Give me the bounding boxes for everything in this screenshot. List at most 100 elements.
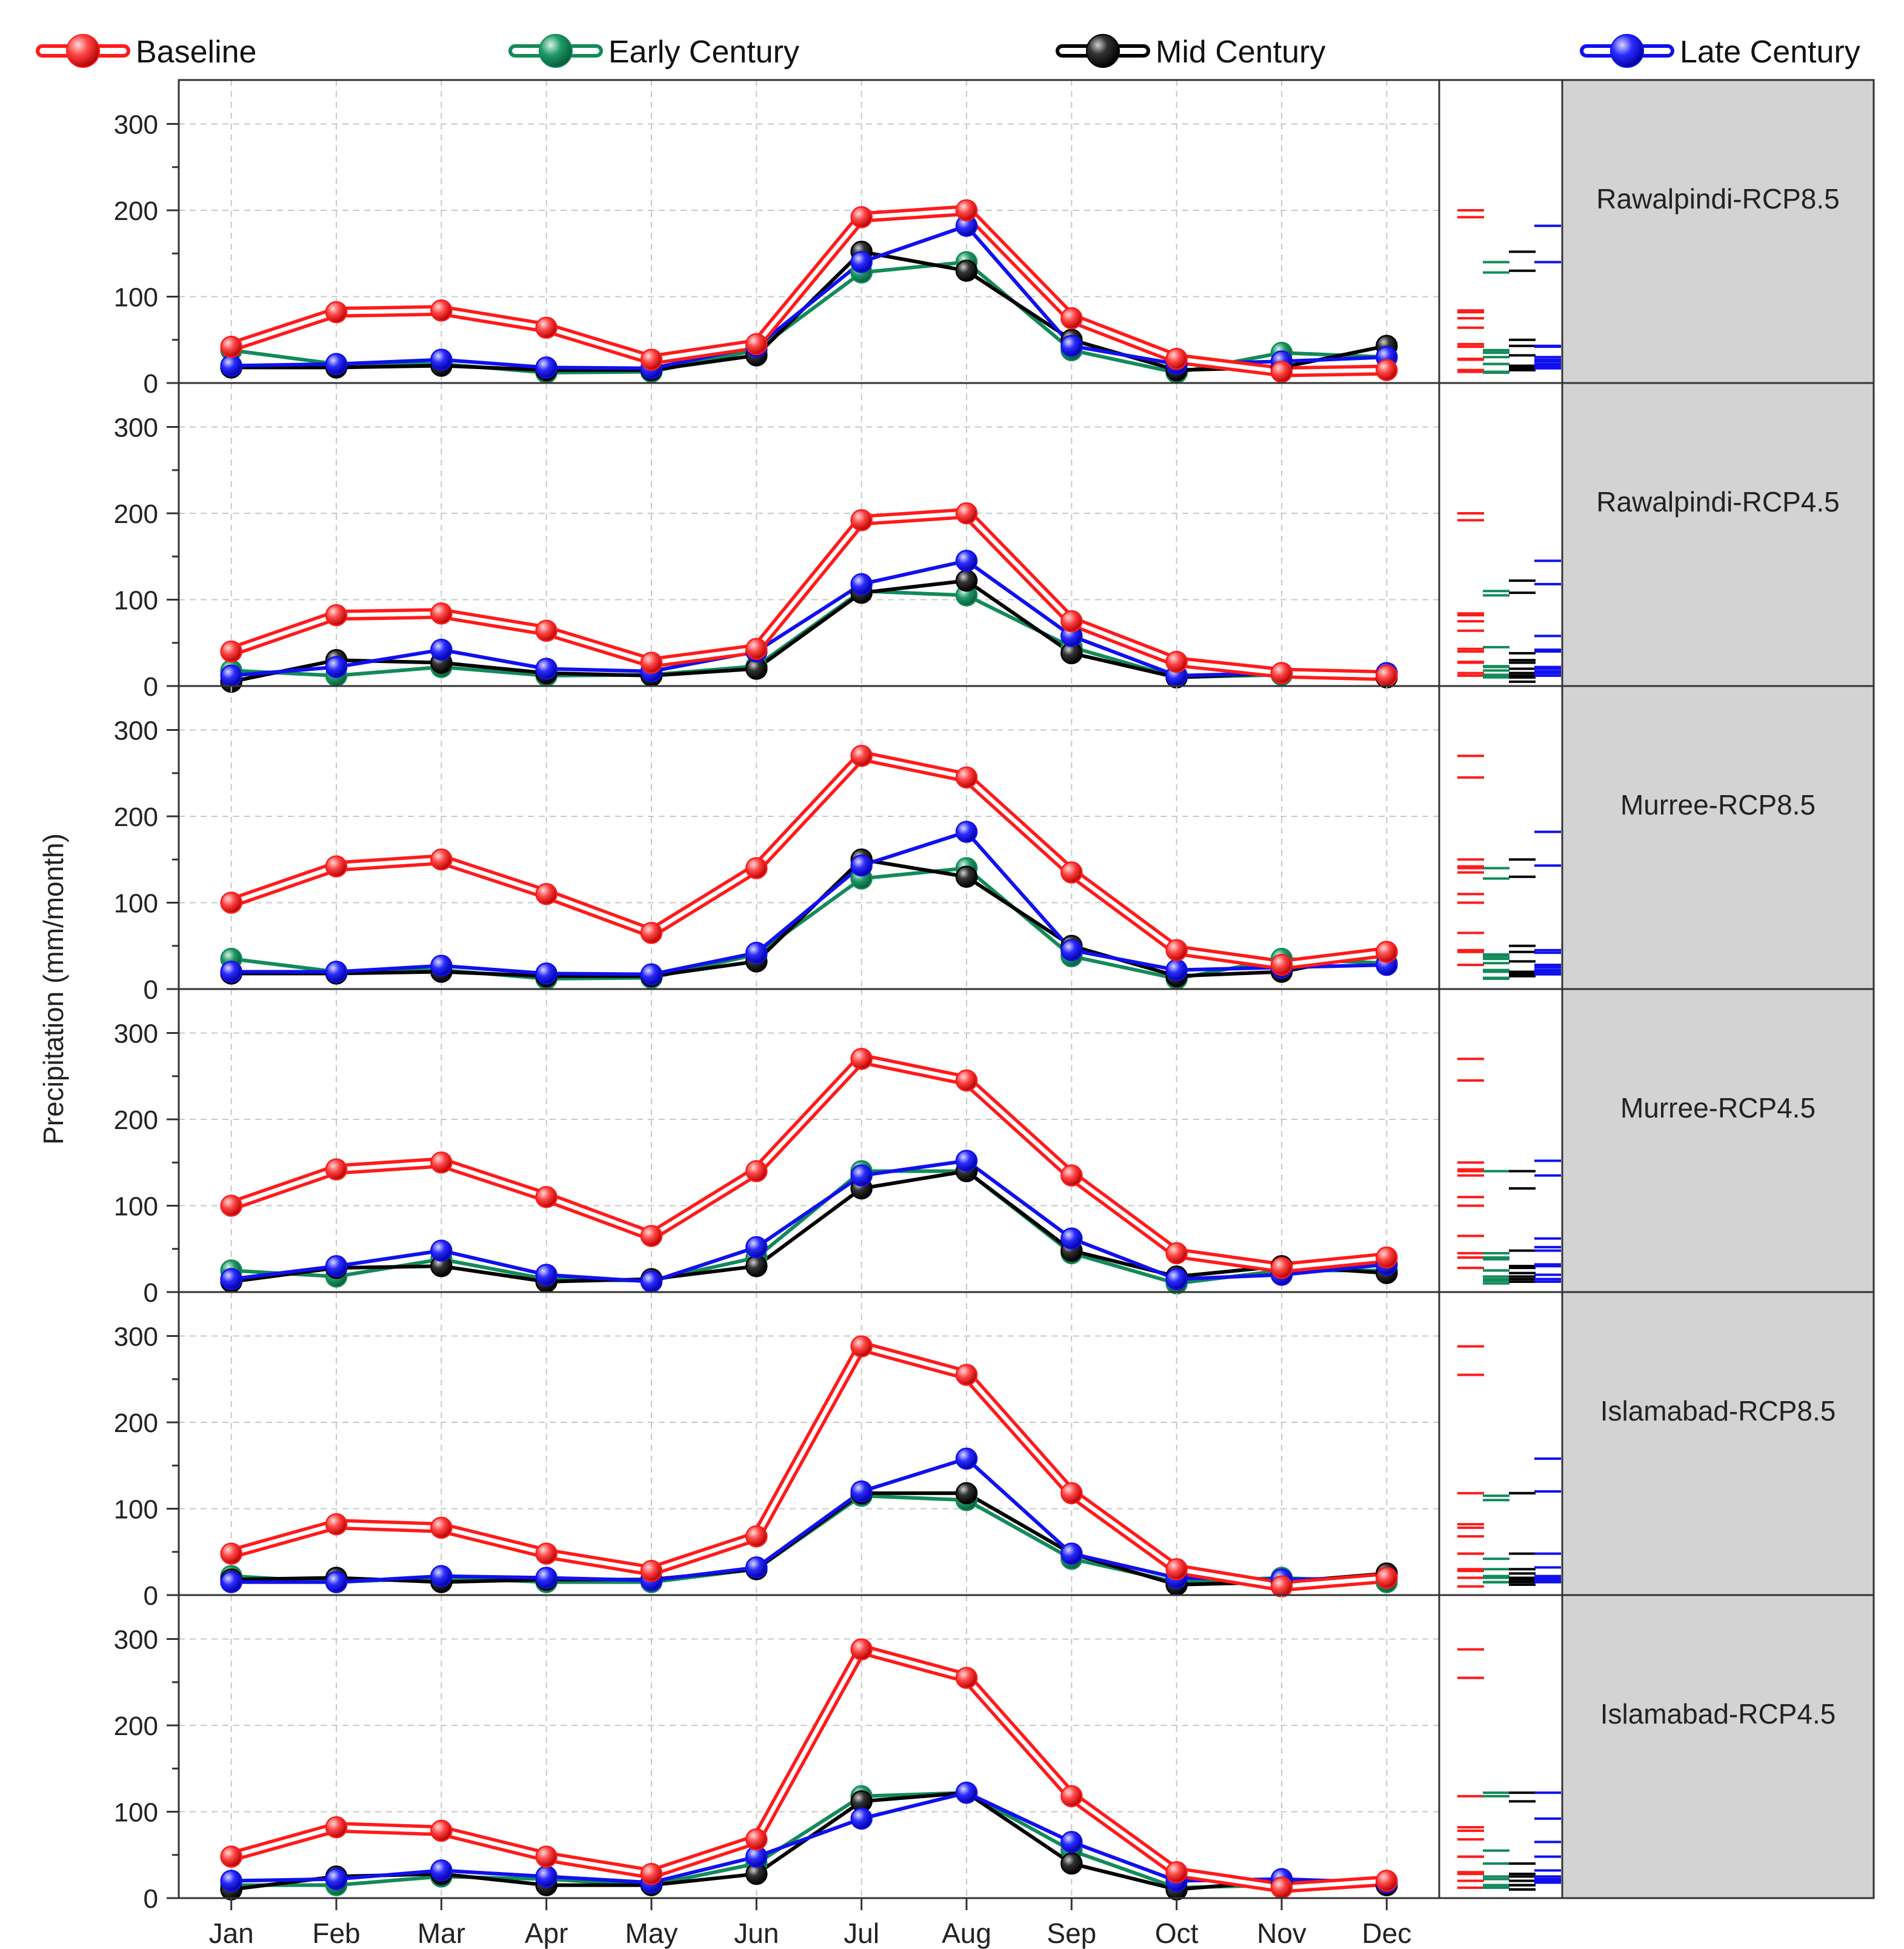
data-point: [745, 941, 768, 964]
y-tick-label: 300: [114, 413, 158, 443]
y-tick-label: 200: [114, 1105, 158, 1135]
legend-item-late-century: Late Century: [1580, 34, 1860, 70]
series-line: [231, 1791, 1387, 1885]
series-line-inner: [230, 1056, 1387, 1270]
grid-lines: [179, 80, 1439, 383]
panel-label-background: [1562, 1595, 1874, 1898]
data-point: [535, 1186, 558, 1208]
series-late-century: [231, 830, 1387, 976]
y-tick-label: 0: [144, 1581, 158, 1611]
series-line-outer: [230, 1644, 1387, 1893]
data-point: [1165, 939, 1188, 962]
series-late-century: [231, 1791, 1387, 1885]
data-point: [1270, 953, 1293, 976]
y-axis: 0 100 200 300: [114, 413, 179, 702]
data-point: [955, 259, 978, 282]
data-point: [220, 355, 242, 377]
data-point: [850, 1480, 873, 1503]
y-axis: 0 100 200 300: [114, 1019, 179, 1308]
side-value-marks: [1457, 512, 1561, 683]
y-tick-label: 200: [114, 1408, 158, 1438]
y-tick-label: 200: [114, 499, 158, 529]
data-point: [850, 745, 873, 767]
data-point: [745, 1828, 768, 1851]
data-point: [1060, 939, 1083, 962]
x-tick-label: Sep: [1047, 1917, 1096, 1949]
y-tick-label: 100: [114, 889, 158, 919]
data-point: [430, 602, 453, 625]
y-tick-label: 0: [144, 1884, 158, 1914]
y-tick-label: 300: [114, 1019, 158, 1049]
data-point: [850, 1807, 873, 1830]
series-baseline: [229, 205, 1387, 378]
data-point: [1270, 1876, 1293, 1899]
data-point: [745, 1160, 768, 1182]
y-tick-label: 100: [114, 1192, 158, 1222]
y-axis: 0 100 200 300: [114, 110, 179, 399]
data-point: [535, 883, 558, 905]
data-point: [955, 766, 978, 789]
x-tick-label: Mar: [418, 1917, 465, 1949]
series-late-century: [231, 1159, 1387, 1284]
data-point: [955, 821, 978, 843]
data-point: [640, 1862, 663, 1885]
data-point: [955, 569, 978, 592]
panels: Rawalpindi-RCP8.50100200300Rawalpindi-RC…: [114, 79, 1875, 1914]
data-point: [325, 1571, 348, 1593]
data-point: [1060, 1785, 1083, 1808]
legend-item-baseline: Baseline: [36, 34, 256, 70]
data-point: [955, 1069, 978, 1092]
data-point: [850, 509, 873, 531]
data-point: [430, 1516, 453, 1539]
series-line-inner: [230, 208, 1387, 374]
markers-baseline: [220, 502, 1398, 687]
data-point: [325, 1868, 348, 1890]
data-point: [220, 335, 242, 358]
x-tick-label: Aug: [942, 1917, 991, 1949]
x-tick-label: May: [625, 1917, 678, 1949]
data-point: [850, 1048, 873, 1070]
series-line: [231, 559, 1387, 678]
side-value-marks: [1457, 1058, 1561, 1285]
data-point: [955, 199, 978, 222]
panel-label: Murree-RCP8.5: [1620, 789, 1816, 821]
panel-label-background: [1562, 1292, 1874, 1595]
series-line: [231, 1159, 1387, 1284]
data-point: [430, 638, 453, 661]
series-late-century: [231, 559, 1387, 678]
data-point: [325, 353, 348, 375]
data-point: [220, 664, 242, 687]
series-line: [231, 1169, 1387, 1284]
data-point: [1376, 1246, 1398, 1269]
data-point: [1165, 1558, 1188, 1581]
y-tick-label: 300: [114, 1322, 158, 1352]
data-point: [535, 1264, 558, 1286]
data-point: [955, 865, 978, 888]
data-point: [1060, 1852, 1083, 1875]
data-point: [745, 857, 768, 879]
data-point: [535, 619, 558, 642]
y-tick-label: 100: [114, 586, 158, 616]
y-axis-label: Precipitation (mm/month): [38, 833, 69, 1145]
data-point: [325, 961, 348, 983]
data-point: [430, 1859, 453, 1882]
data-point: [1165, 347, 1188, 370]
data-point: [640, 651, 663, 674]
legend-swatch-marker: [1086, 34, 1120, 68]
y-axis: 0 100 200 300: [114, 716, 179, 1005]
series-line: [231, 224, 1387, 370]
data-point: [1060, 861, 1083, 884]
data-point: [640, 1225, 663, 1247]
data-point: [955, 502, 978, 525]
y-axis-label-group: Precipitation (mm/month): [38, 833, 69, 1145]
x-tick-label: Jun: [734, 1917, 779, 1949]
data-point: [1165, 650, 1188, 673]
legend: Baseline Early Century Mid Century Late Cen…: [36, 34, 1860, 70]
data-point: [1060, 1831, 1083, 1853]
y-tick-label: 200: [114, 802, 158, 832]
grid-lines: [179, 989, 1439, 1292]
data-point: [1165, 959, 1188, 981]
data-point: [850, 1335, 873, 1358]
x-axis: Jan Feb Mar Apr May Jun Jul Aug Sep Oct Nov Dec: [209, 1898, 1411, 1949]
data-point: [430, 1565, 453, 1587]
